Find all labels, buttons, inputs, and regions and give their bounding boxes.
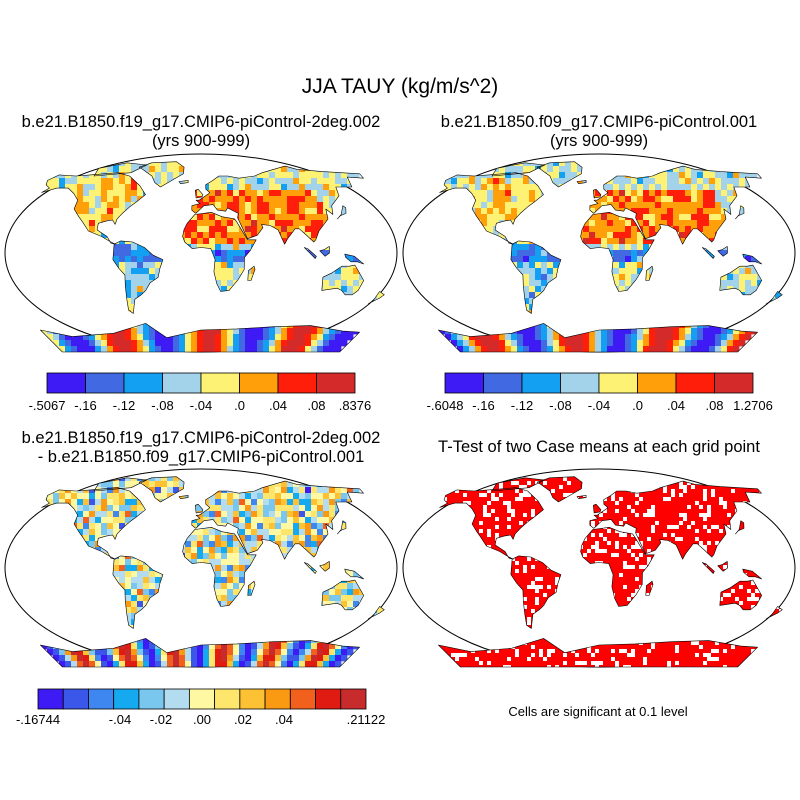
colorbar-label: .04 <box>269 398 287 413</box>
colorbar-box <box>316 372 356 394</box>
colorbar-box <box>188 688 216 710</box>
colorbar-label: -.6048 <box>427 398 464 413</box>
colorbar-label: .04 <box>667 398 685 413</box>
panel-title-case2: b.e21.B1850.f09_g17.CMIP6-piControl.001 <box>441 113 757 131</box>
colorbar-box <box>264 688 291 710</box>
colorbar-label: .08 <box>705 398 723 413</box>
colorbar-label: -.08 <box>549 398 571 413</box>
panel-case2: b.e21.B1850.f09_g17.CMIP6-piControl.001(… <box>402 113 796 353</box>
colorbar-box <box>340 688 367 710</box>
colorbar-box <box>163 688 190 710</box>
colorbar-label: .0 <box>632 398 643 413</box>
panel-subtitle-case2: (yrs 900-999) <box>550 132 648 150</box>
coastlines-case2 <box>438 161 783 353</box>
colorbar-difference: -.16744 -.04 -.02 .00 .02 .04 .21122 <box>16 688 386 727</box>
panel-subtitle-case1: (yrs 900-999) <box>152 132 250 150</box>
colorbar-label: 1.2706 <box>733 398 773 413</box>
colorbar-label: .21122 <box>347 712 386 727</box>
colorbar-box <box>714 372 754 394</box>
colorbar-label: -.12 <box>511 398 533 413</box>
panel-title-difference: b.e21.B1850.f19_g17.CMIP6-piControl-2deg… <box>22 429 381 447</box>
colorbar-label: .04 <box>275 712 293 727</box>
colorbar-box <box>113 688 140 710</box>
colorbar-case1: -.5067 -.16 -.12 -.08 -.04 .0 .04 .08 .8376 <box>29 372 372 413</box>
colorbar-case2: -.6048 -.16 -.12 -.08 -.04 .0 .04 .08 1.2706 <box>427 372 773 413</box>
colorbar-label: -.08 <box>151 398 173 413</box>
colorbar-box <box>560 372 600 394</box>
colorbar-box <box>85 372 125 394</box>
colorbar-box <box>239 372 279 394</box>
colorbars: -.5067 -.16 -.12 -.08 -.04 .0 .04 .08 .8376 -.604… <box>16 372 773 727</box>
colorbar-box <box>598 372 638 394</box>
colorbar-label: -.16744 <box>16 712 60 727</box>
colorbar-box <box>289 688 316 710</box>
colorbar-label: -.5067 <box>29 398 66 413</box>
colorbar-label: .8376 <box>339 398 372 413</box>
colorbar-label: .02 <box>234 712 252 727</box>
colorbar-box <box>637 372 677 394</box>
colorbar-box <box>444 372 484 394</box>
colorbar-label: -.12 <box>113 398 135 413</box>
panel-case1: b.e21.B1850.f19_g17.CMIP6-piControl-2deg… <box>4 113 398 353</box>
colorbar-label: .0 <box>234 398 245 413</box>
panel-difference: b.e21.B1850.f19_g17.CMIP6-piControl-2deg… <box>4 429 398 668</box>
colorbar-label: .00 <box>193 712 211 727</box>
colorbar-label: .08 <box>307 398 325 413</box>
colorbar-box <box>675 372 715 394</box>
colorbar-box <box>162 372 202 394</box>
colorbar-label: -.04 <box>109 712 131 727</box>
panel-subtitle-difference: - b.e21.B1850.f09_g17.CMIP6-piControl.00… <box>38 448 365 466</box>
panels: b.e21.B1850.f19_g17.CMIP6-piControl-2deg… <box>4 113 796 668</box>
colorbar-label: -.16 <box>74 398 96 413</box>
colorbar-box <box>123 372 163 394</box>
colorbar-box <box>200 372 240 394</box>
coastlines-ttest <box>438 476 783 668</box>
panel-title-ttest: T-Test of two Case means at each grid po… <box>438 438 760 456</box>
colorbar-box <box>37 688 64 710</box>
colorbar-box <box>88 688 115 710</box>
colorbar-box <box>46 372 86 394</box>
panel-ttest: T-Test of two Case means at each grid po… <box>402 438 796 668</box>
colorbar-label: -.04 <box>190 398 212 413</box>
colorbar-box <box>277 372 317 394</box>
colorbar-box <box>62 688 89 710</box>
main-title: JJA TAUY (kg/m/s^2) <box>302 75 499 98</box>
colorbar-box <box>521 372 561 394</box>
colorbar-box <box>483 372 523 394</box>
colorbar-box <box>138 688 165 710</box>
colorbar-label: -.16 <box>472 398 494 413</box>
colorbar-label: -.04 <box>588 398 610 413</box>
coastlines-difference <box>40 476 385 668</box>
colorbar-box <box>239 688 266 710</box>
colorbar-box <box>214 688 241 710</box>
panel-title-case1: b.e21.B1850.f19_g17.CMIP6-piControl-2deg… <box>22 113 381 131</box>
colorbar-label: -.02 <box>150 712 172 727</box>
significance-note: Cells are significant at 0.1 level <box>508 704 687 719</box>
coastlines-case1 <box>40 161 385 353</box>
colorbar-box <box>315 688 342 710</box>
